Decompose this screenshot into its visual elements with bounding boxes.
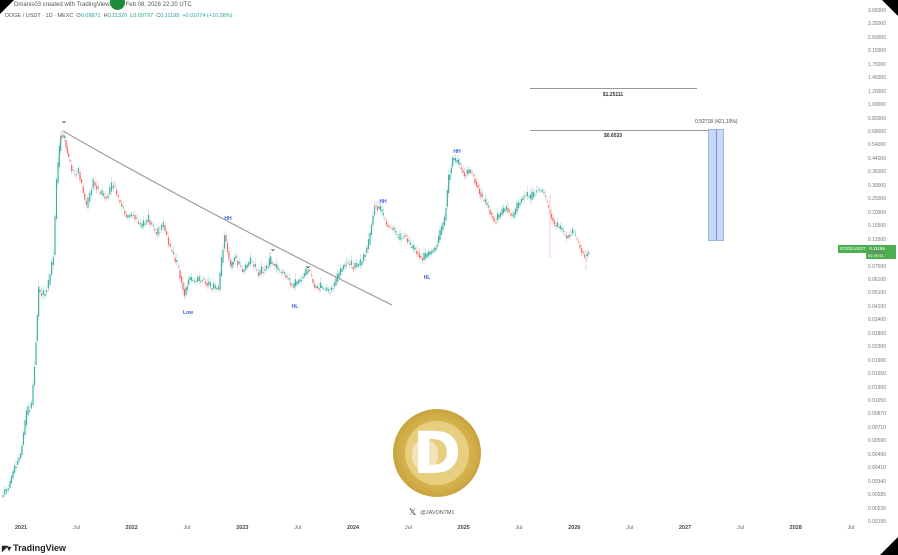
- tradingview-icon: ◤▾: [2, 543, 11, 553]
- close-value: 0.11198: [160, 13, 180, 19]
- time-tick: Jul: [294, 525, 302, 531]
- price-tick: 0.00490: [867, 451, 886, 458]
- time-tick: 2028: [789, 525, 802, 531]
- price-tick: 0.44000: [867, 155, 886, 162]
- price-tick: 3.65000: [867, 8, 886, 14]
- trendline[interactable]: [62, 130, 393, 306]
- price-range-box[interactable]: [708, 129, 724, 241]
- price-tick: 3.25000: [867, 21, 886, 28]
- frame-corner: [882, 0, 898, 16]
- price-tick: 0.07500: [867, 263, 886, 270]
- price-tick: 0.00195: [867, 519, 886, 525]
- price-tag: DOGEUSDT 0.11198: [838, 245, 896, 253]
- price-tick: 0.00235: [867, 505, 886, 512]
- target-label-1: $1.25111: [602, 92, 624, 98]
- price-tick: 2.60000: [867, 34, 886, 41]
- price-tick: 1.20000: [867, 88, 886, 95]
- time-tick: Jul: [515, 525, 523, 531]
- price-tick: 2.15000: [867, 48, 886, 55]
- swing-annotation: HL: [423, 275, 431, 281]
- price-tick: 0.09000: [867, 250, 886, 257]
- time-tick: Jul: [847, 525, 855, 531]
- symbol-label: DOGE / USDT · 1D · MEXC: [5, 13, 74, 19]
- time-axis[interactable]: 2021 Jul 2022 Jul 2023 Jul 2024 Jul 2025 Jul 2026 J…: [0, 525, 880, 537]
- countdown-tag: 01:39:51: [866, 253, 896, 259]
- target-label-2: $0.6533: [603, 133, 623, 139]
- high-value: 0.11320: [107, 13, 128, 19]
- target-line-1[interactable]: [530, 88, 697, 89]
- price-tick: 0.36000: [867, 169, 886, 176]
- frame-corner: [0, 0, 14, 14]
- price-tick: 0.68000: [867, 129, 886, 136]
- price-tick: 0.03400: [867, 317, 886, 324]
- time-tick: Jul: [404, 525, 412, 531]
- time-tick: 2024: [346, 525, 360, 531]
- change-value: +0.01074 (+10.38%): [182, 13, 233, 19]
- chevron-down-icon: ⌄: [60, 116, 68, 125]
- time-tick: 2027: [678, 525, 692, 531]
- time-tick: 2021: [14, 525, 28, 531]
- credit-line: Dmanis03 created with TradingView.com, F…: [14, 2, 192, 8]
- x-handle: 𝕏 @JAVON7M1: [409, 507, 455, 517]
- time-tick: Jul: [183, 525, 191, 531]
- price-tick: 0.54000: [867, 142, 886, 149]
- overlay-dot: [110, 0, 125, 10]
- chevron-down-icon: ⌄: [304, 261, 312, 270]
- doge-face: [412, 440, 438, 470]
- open-value: 0.09871: [80, 13, 101, 19]
- price-tick: 0.16500: [867, 223, 886, 230]
- time-tick: Jul: [736, 525, 744, 531]
- symbol-ohlc-line: DOGE / USDT · 1D · MEXC O0.09871 H0.1132…: [5, 13, 233, 19]
- price-tick: 0.01900: [867, 357, 886, 364]
- doge-d-glyph: D: [412, 419, 462, 487]
- price-tick: 0.05100: [867, 290, 886, 297]
- target-line-2[interactable]: [530, 130, 708, 131]
- swing-annotation: HH: [379, 199, 387, 205]
- time-tick: Jul: [626, 525, 634, 531]
- price-tick: 0.01050: [867, 397, 886, 404]
- price-tick: 1.00000: [867, 102, 886, 109]
- time-tick: 2023: [236, 525, 249, 531]
- price-tick: 0.25000: [867, 196, 886, 203]
- swing-annotation: Low: [183, 310, 193, 316]
- price-tick: 0.04100: [867, 303, 886, 310]
- swing-annotation: HH: [453, 149, 461, 155]
- swing-annotation: HL: [291, 304, 299, 310]
- price-tick: 0.30000: [867, 182, 886, 189]
- time-tick: 2026: [568, 525, 581, 531]
- price-tick: 0.00285: [867, 492, 886, 499]
- chevron-down-icon: ⌄: [269, 244, 277, 253]
- price-tick: 0.00870: [867, 411, 886, 418]
- swing-annotation: HH: [224, 216, 232, 222]
- price-tick: 1.75000: [867, 61, 886, 68]
- time-tick: Jul: [72, 525, 80, 531]
- price-tick: 0.20000: [867, 209, 886, 216]
- time-tick: 2022: [125, 525, 138, 531]
- price-tick: 0.00340: [867, 478, 886, 485]
- price-tick: 0.00410: [867, 465, 886, 472]
- range-label: 0.52718 (421.19%): [695, 119, 738, 125]
- price-axis[interactable]: 3.65000 3.25000 2.60000 2.15000 1.75000 1.450…: [836, 0, 894, 530]
- price-tick: 0.01550: [867, 371, 886, 378]
- price-tick: 0.01300: [867, 384, 886, 391]
- price-tick: 0.82000: [867, 115, 886, 122]
- tradingview-logo[interactable]: ◤▾ TradingView: [2, 543, 67, 553]
- price-tick: 1.45000: [867, 75, 886, 82]
- x-logo-icon: 𝕏: [409, 507, 417, 517]
- price-tick: 0.00590: [867, 438, 886, 445]
- low-value: 0.09797: [133, 13, 154, 19]
- price-tick: 0.13500: [867, 236, 886, 243]
- price-tick: 0.06100: [867, 276, 886, 283]
- price-tick: 0.00710: [867, 424, 886, 431]
- dogecoin-logo: D: [393, 409, 481, 497]
- price-tick: 0.02800: [867, 330, 886, 337]
- price-tick: 0.02300: [867, 344, 886, 351]
- time-tick: 2025: [457, 525, 470, 531]
- frame-corner: [880, 537, 898, 555]
